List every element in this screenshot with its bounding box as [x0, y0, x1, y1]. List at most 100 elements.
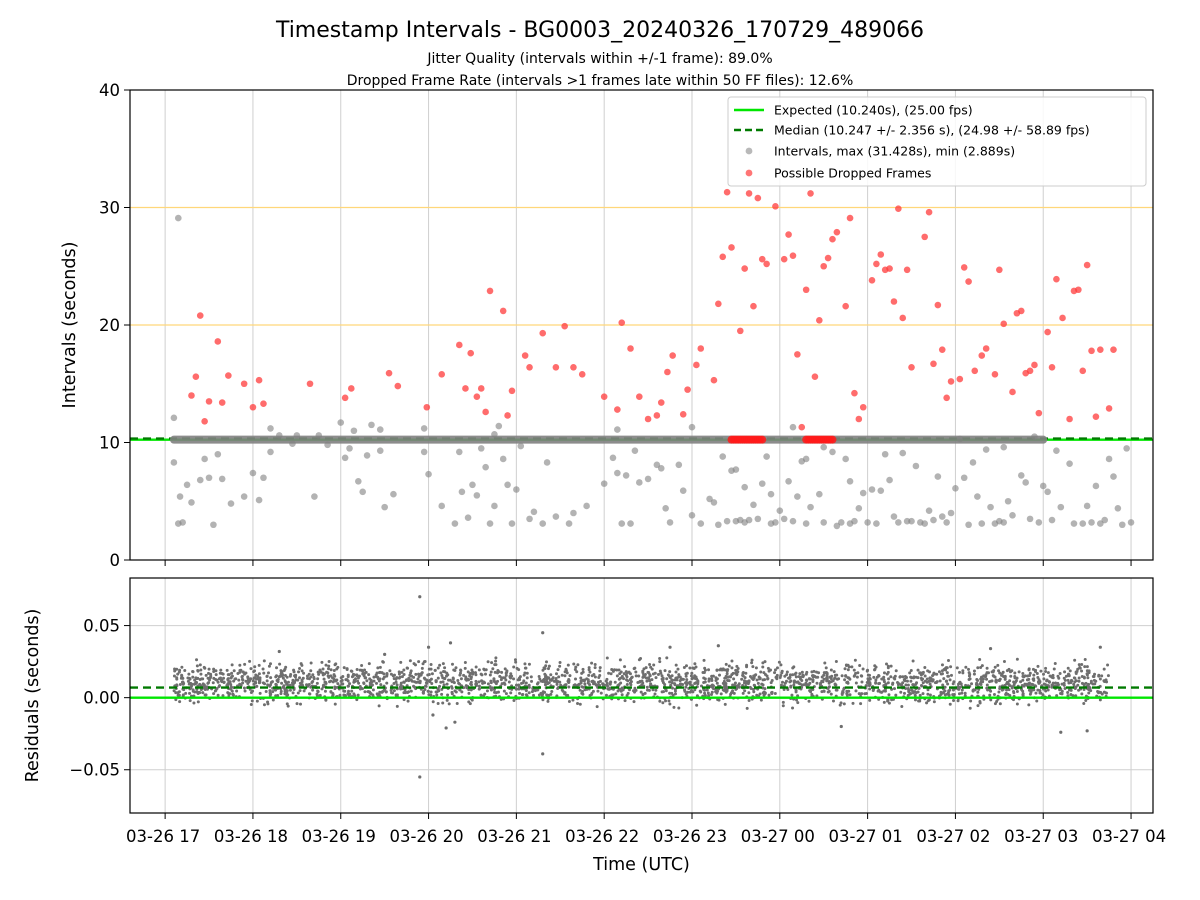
- residual-point: [766, 666, 770, 670]
- residual-point: [933, 681, 937, 685]
- residual-point: [191, 675, 195, 679]
- residual-point: [288, 674, 292, 678]
- residual-point: [417, 660, 421, 664]
- residual-point: [858, 663, 862, 667]
- residual-point: [1008, 694, 1012, 698]
- residual-point: [204, 673, 208, 677]
- interval-point: [763, 453, 770, 460]
- residual-point: [636, 680, 640, 684]
- residual-point: [736, 667, 740, 671]
- residual-point: [673, 689, 677, 693]
- residual-point: [876, 689, 880, 693]
- residual-point: [628, 677, 632, 681]
- residual-point: [821, 680, 825, 684]
- residual-point: [257, 677, 261, 681]
- residual-point: [788, 673, 792, 677]
- residual-point: [469, 675, 473, 679]
- interval-point: [1048, 516, 1056, 524]
- residual-point: [971, 689, 975, 693]
- residual-point: [301, 676, 305, 680]
- residual-point: [682, 666, 686, 670]
- residual-point: [1017, 670, 1021, 674]
- residual-point: [688, 666, 692, 670]
- residual-point: [689, 674, 693, 678]
- residual-point: [438, 684, 442, 688]
- residual-point: [696, 682, 700, 686]
- residual-point: [847, 689, 851, 693]
- residual-point: [324, 663, 328, 667]
- interval-point: [1004, 497, 1012, 505]
- residual-point: [315, 681, 319, 685]
- interval-point: [486, 520, 494, 527]
- residual-point: [928, 682, 932, 686]
- residual-point: [714, 678, 718, 682]
- residual-point: [572, 683, 576, 687]
- residual-point: [1098, 698, 1102, 702]
- interval-point: [1000, 443, 1008, 451]
- residual-point: [431, 700, 435, 704]
- residual-point: [948, 678, 952, 682]
- residual-point: [1028, 692, 1032, 696]
- residual-point: [665, 656, 669, 660]
- residual-point: [543, 667, 547, 671]
- residual-point: [741, 671, 745, 675]
- residual-point: [873, 668, 877, 672]
- residual-point: [193, 678, 197, 682]
- residual-point: [576, 663, 580, 667]
- interval-point: [965, 521, 972, 529]
- residual-point: [300, 669, 304, 673]
- residual-point: [1011, 685, 1015, 689]
- residual-point: [695, 703, 699, 707]
- residual-point: [1031, 677, 1035, 681]
- residual-point: [1047, 680, 1051, 684]
- residual-point: [274, 694, 278, 698]
- residual-point: [866, 677, 870, 681]
- interval-point: [938, 513, 946, 520]
- residual-point: [645, 685, 649, 689]
- residual-point: [825, 676, 829, 680]
- residual-point: [181, 680, 185, 684]
- residual-point: [893, 674, 897, 678]
- interval-point: [969, 459, 977, 466]
- residual-point: [952, 692, 956, 696]
- dropped-frame-point: [508, 387, 516, 395]
- interval-point: [697, 520, 705, 527]
- residual-point: [967, 678, 971, 682]
- interval-point: [960, 474, 968, 482]
- residual-point: [212, 667, 216, 671]
- residual-point: [320, 687, 324, 691]
- interval-point: [679, 487, 687, 494]
- dropped-frame-point: [561, 322, 568, 330]
- residual-point: [1009, 669, 1013, 673]
- residual-point: [939, 672, 943, 676]
- residual-point: [395, 704, 399, 708]
- residual-point: [734, 668, 738, 672]
- interval-point: [719, 453, 727, 460]
- residual-point: [990, 679, 994, 683]
- interval-point: [1035, 519, 1043, 526]
- x-tick-label: 03-27 01: [829, 827, 903, 846]
- dropped-frame-point: [618, 319, 626, 326]
- residual-point: [494, 656, 498, 660]
- residual-point: [180, 674, 184, 678]
- residuals-y-ticks: −0.050.000.05: [69, 617, 130, 780]
- residual-point: [998, 702, 1002, 706]
- residual-point: [779, 663, 783, 667]
- interval-point: [1039, 482, 1047, 490]
- residual-point: [670, 681, 674, 685]
- residual-point: [221, 694, 225, 698]
- residual-point: [258, 680, 262, 684]
- residual-point: [346, 679, 350, 683]
- x-tick-label: 03-26 20: [389, 827, 463, 846]
- residual-point: [614, 692, 618, 696]
- residual-point: [207, 681, 211, 685]
- interval-point: [837, 519, 845, 526]
- residual-point: [1082, 676, 1086, 680]
- residual-point: [617, 668, 621, 672]
- residual-point: [702, 658, 706, 662]
- dropped-frame-point: [255, 376, 263, 384]
- residual-point: [967, 671, 971, 675]
- residual-point: [372, 679, 376, 683]
- residual-point: [725, 689, 729, 693]
